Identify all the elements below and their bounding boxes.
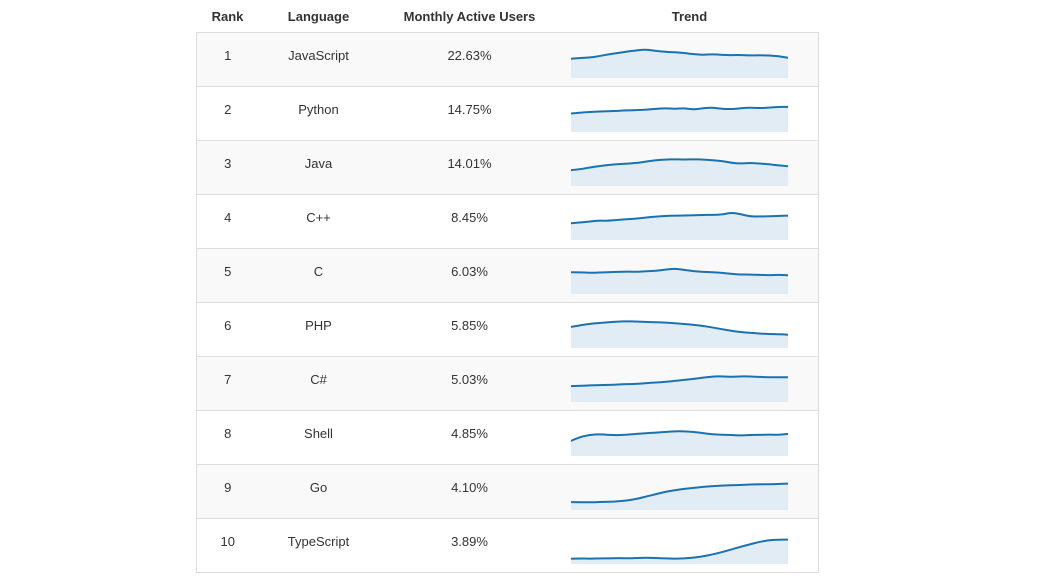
trend-cell (560, 86, 819, 141)
rank-cell: 5 (196, 248, 259, 303)
language-cell: Java (258, 140, 379, 195)
language-cell: C# (258, 356, 379, 411)
sparkline-line (570, 538, 788, 560)
rank-cell: 7 (196, 356, 259, 411)
trend-sparkline-chart (570, 48, 788, 78)
table-row: 4 C++ 8.45% (196, 194, 819, 249)
column-header-language: Language (258, 0, 379, 33)
trend-cell (560, 140, 819, 195)
rank-cell: 4 (196, 194, 259, 249)
table-row: 9 Go 4.10% (196, 464, 819, 519)
header-row: Rank Language Monthly Active Users Trend (196, 0, 819, 33)
rank-cell: 2 (196, 86, 259, 141)
language-cell: PHP (258, 302, 379, 357)
table-row: 3 Java 14.01% (196, 140, 819, 195)
trend-cell (560, 194, 819, 249)
trend-cell (560, 356, 819, 411)
sparkline-line (570, 375, 788, 388)
rank-cell: 8 (196, 410, 259, 465)
trend-sparkline-chart (570, 158, 788, 186)
table-row: 1 JavaScript 22.63% (196, 32, 819, 87)
mau-cell: 6.03% (378, 248, 561, 303)
language-cell: C++ (258, 194, 379, 249)
mau-cell: 8.45% (378, 194, 561, 249)
trend-sparkline-chart (570, 320, 788, 348)
column-header-rank: Rank (196, 0, 259, 33)
language-cell: JavaScript (258, 32, 379, 87)
table-header: Rank Language Monthly Active Users Trend (196, 0, 819, 33)
trend-sparkline-chart (570, 267, 788, 294)
mau-cell: 5.03% (378, 356, 561, 411)
trend-cell (560, 32, 819, 87)
trend-sparkline-chart (570, 375, 788, 402)
language-cell: Python (258, 86, 379, 141)
table-row: 10 TypeScript 3.89% (196, 518, 819, 573)
sparkline-line (570, 267, 788, 277)
sparkline-line (570, 212, 788, 225)
language-cell: Shell (258, 410, 379, 465)
trend-cell (560, 302, 819, 357)
trend-sparkline-chart (570, 105, 788, 132)
sparkline-line (570, 105, 788, 115)
sparkline-area (570, 431, 788, 456)
mau-cell: 22.63% (378, 32, 561, 87)
sparkline-area (570, 539, 788, 564)
sparkline-area (570, 483, 788, 510)
sparkline-area (570, 159, 788, 186)
mau-cell: 5.85% (378, 302, 561, 357)
sparkline-area (570, 49, 788, 78)
trend-cell (560, 464, 819, 519)
trend-sparkline-chart (570, 482, 788, 510)
language-stats-page: Rank Language Monthly Active Users Trend… (196, 0, 819, 573)
trend-cell (560, 410, 819, 465)
sparkline-line (570, 430, 788, 442)
mau-cell: 14.01% (378, 140, 561, 195)
sparkline-line (570, 482, 788, 504)
sparkline-area (570, 321, 788, 348)
sparkline-area (570, 268, 788, 294)
table-row: 2 Python 14.75% (196, 86, 819, 141)
sparkline-area (570, 106, 788, 132)
table-row: 7 C# 5.03% (196, 356, 819, 411)
column-header-mau: Monthly Active Users (378, 0, 561, 33)
table-row: 6 PHP 5.85% (196, 302, 819, 357)
language-cell: Go (258, 464, 379, 519)
mau-cell: 4.85% (378, 410, 561, 465)
language-table: Rank Language Monthly Active Users Trend… (196, 0, 819, 573)
rank-cell: 9 (196, 464, 259, 519)
rank-cell: 10 (196, 518, 259, 573)
language-cell: C (258, 248, 379, 303)
trend-sparkline-chart (570, 538, 788, 564)
sparkline-line (570, 158, 788, 172)
column-header-trend: Trend (560, 0, 819, 33)
sparkline-line (570, 320, 788, 336)
table-row: 5 C 6.03% (196, 248, 819, 303)
mau-cell: 4.10% (378, 464, 561, 519)
mau-cell: 3.89% (378, 518, 561, 573)
language-cell: TypeScript (258, 518, 379, 573)
trend-cell (560, 518, 819, 573)
sparkline-area (570, 376, 788, 402)
rank-cell: 1 (196, 32, 259, 87)
table-row: 8 Shell 4.85% (196, 410, 819, 465)
trend-cell (560, 248, 819, 303)
trend-sparkline-chart (570, 212, 788, 240)
rank-cell: 3 (196, 140, 259, 195)
table-body: 1 JavaScript 22.63% 2 Python 14.75% 3 Ja… (196, 32, 819, 573)
mau-cell: 14.75% (378, 86, 561, 141)
trend-sparkline-chart (570, 430, 788, 456)
rank-cell: 6 (196, 302, 259, 357)
sparkline-line (570, 48, 788, 60)
